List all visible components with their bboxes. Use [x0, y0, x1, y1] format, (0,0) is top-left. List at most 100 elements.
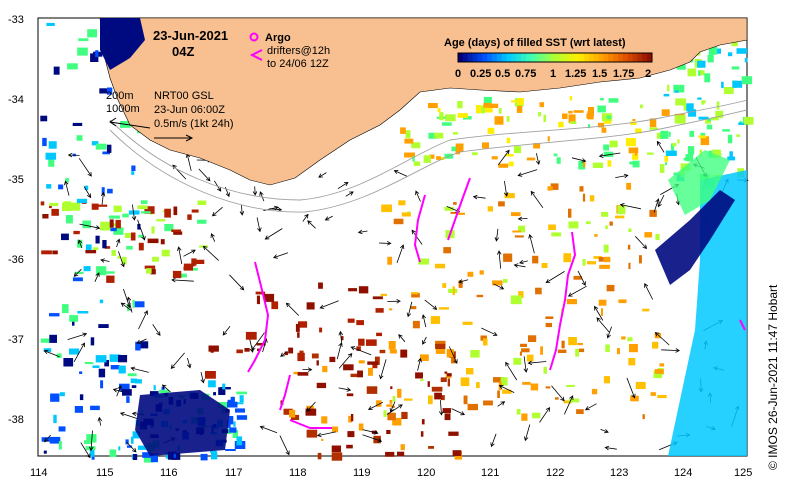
current-vector: [302, 367, 313, 372]
sst-patch: [665, 150, 677, 156]
colorbar-segment: [462, 53, 469, 62]
sst-patch: [257, 348, 260, 351]
sst-patch: [191, 209, 199, 213]
sst-patch: [608, 98, 619, 103]
current-vector: [518, 259, 528, 265]
sst-patch: [430, 316, 440, 324]
sst-patch: [727, 156, 736, 161]
sst-patch: [183, 263, 193, 271]
sst-patch: [398, 200, 406, 206]
sst-patch: [372, 296, 383, 300]
sst-patch: [147, 238, 159, 244]
sst-patch: [138, 242, 144, 251]
sst-patch: [87, 29, 97, 38]
sst-patch: [654, 369, 664, 374]
sst-patch: [444, 371, 448, 374]
sst-patch: [500, 377, 508, 386]
sst-patch: [400, 127, 406, 134]
sst-patch: [358, 423, 364, 431]
sst-patch: [689, 130, 695, 137]
sst-patch: [142, 452, 152, 458]
current-vector: [73, 342, 85, 362]
sst-patch: [118, 355, 128, 363]
current-vector: [497, 149, 510, 166]
current-vector: [131, 204, 137, 221]
current-vector: [656, 140, 665, 153]
colorbar-tick: 1.25: [565, 68, 586, 80]
colorbar-tick: 1: [550, 68, 556, 80]
sst-patch: [664, 156, 669, 162]
sst-patch: [545, 322, 552, 328]
map-date: 23-Jun-2021: [153, 28, 228, 43]
sst-patch: [65, 178, 70, 183]
sst-patch: [652, 341, 659, 349]
sst-patch: [573, 110, 584, 113]
sst-patch: [135, 379, 142, 384]
sst-patch: [660, 164, 665, 173]
sst-patch: [615, 215, 625, 219]
sst-patch: [418, 258, 429, 265]
sst-patch: [483, 102, 492, 108]
sst-patch: [42, 137, 47, 147]
sst-patch: [393, 218, 404, 225]
sst-patch: [106, 275, 115, 283]
sst-patch: [428, 446, 434, 449]
sst-patch: [521, 413, 528, 421]
sst-patch: [122, 213, 129, 218]
drifters-label: drifters@12h: [267, 45, 330, 57]
sst-patch: [548, 224, 556, 230]
colorbar-segment: [598, 53, 604, 62]
sst-patch: [707, 54, 714, 63]
sst-patch: [346, 444, 353, 449]
current-vector: [316, 431, 336, 438]
sst-patch: [704, 73, 711, 83]
sst-patch: [516, 105, 523, 113]
current-vector: [177, 246, 183, 265]
sst-patch: [428, 132, 439, 139]
sst-patch: [113, 227, 124, 235]
current-vector: [350, 346, 372, 356]
sst-patch: [126, 396, 130, 403]
sst-patch: [92, 365, 100, 368]
sst-patch: [52, 250, 58, 255]
sst-patch: [366, 386, 378, 394]
colorbar-tick: 2: [645, 68, 651, 80]
sst-patch: [498, 201, 505, 207]
current-vector: [481, 327, 498, 336]
sst-patch: [660, 130, 669, 139]
colorbar-segment: [622, 53, 629, 62]
sst-patch: [553, 153, 558, 157]
sst-patch: [479, 270, 484, 275]
sst-patch: [132, 431, 140, 439]
sst-patch: [661, 109, 670, 116]
current-vector: [136, 338, 147, 344]
colorbar-tick: 0.5: [495, 68, 510, 80]
sst-patch: [208, 345, 219, 352]
sst-patch: [140, 200, 148, 204]
argo-label: Argo: [265, 32, 291, 44]
map-time: 04Z: [172, 44, 194, 59]
sst-patch: [444, 413, 451, 421]
current-vector: [280, 351, 288, 357]
sst-patch: [510, 295, 522, 305]
sst-patch: [74, 406, 83, 413]
current-vector: [324, 215, 333, 221]
sst-patch: [229, 427, 237, 433]
sst-patch: [40, 338, 51, 343]
southwest-blue-patch: [135, 390, 230, 456]
sst-patch: [173, 206, 178, 216]
sst-patch: [446, 349, 454, 358]
sst-patch: [649, 127, 658, 130]
sst-patch: [96, 266, 107, 276]
sst-patch: [460, 377, 470, 387]
sst-patch: [86, 434, 97, 443]
scale-label: 0.5m/s (1kt 24h): [154, 118, 233, 130]
current-vector: [210, 233, 216, 242]
sst-patch: [656, 132, 664, 139]
sst-patch: [628, 228, 632, 233]
isobath-200-label: 200m: [106, 90, 134, 102]
sst-patch: [104, 246, 111, 249]
current-vector: [451, 408, 466, 416]
sst-patch: [100, 380, 104, 389]
colorbar-segment: [501, 53, 507, 62]
